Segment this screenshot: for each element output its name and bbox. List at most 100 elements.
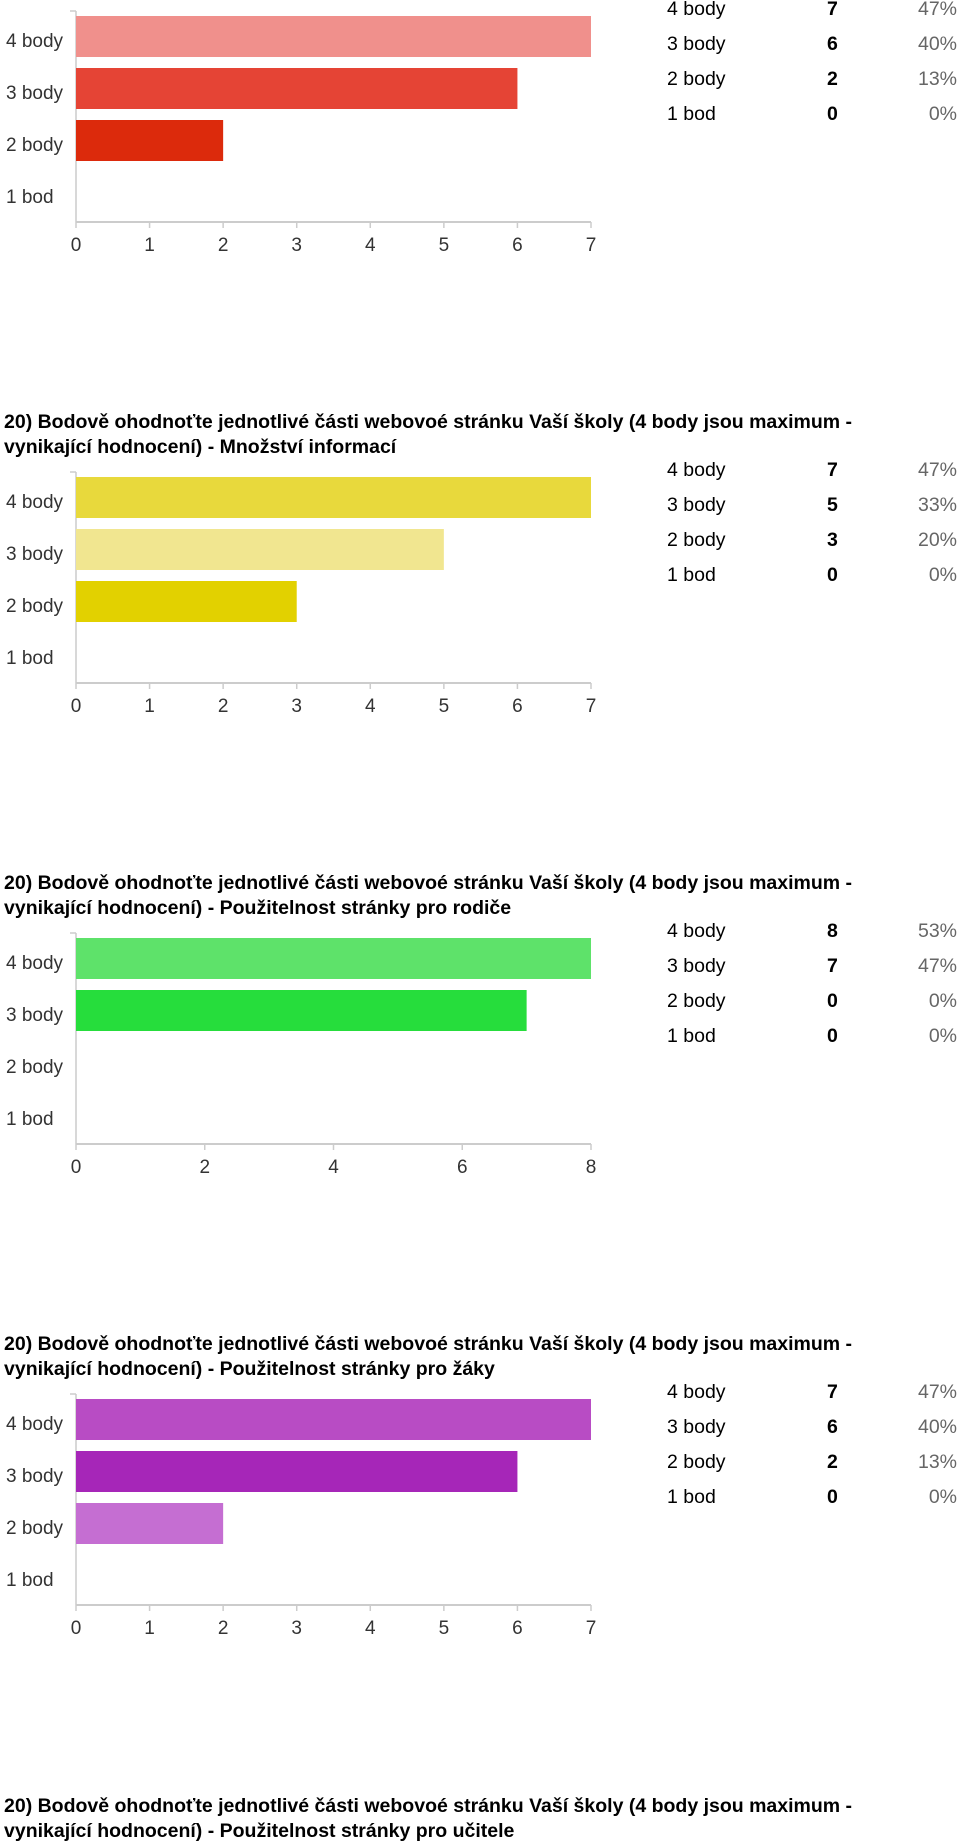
y-tick-label: 3 body xyxy=(6,1005,64,1026)
x-tick-label: 1 xyxy=(144,235,155,256)
stats-percent: 53% xyxy=(917,920,957,942)
stats-count: 7 xyxy=(827,1381,838,1403)
stats-count: 2 xyxy=(827,1451,838,1473)
x-tick-label: 8 xyxy=(586,1157,597,1178)
x-tick-label: 3 xyxy=(291,235,302,256)
stats-count: 0 xyxy=(827,103,838,125)
stats-percent: 47% xyxy=(917,0,957,20)
stats-label: 1 bod xyxy=(667,1025,716,1047)
x-tick-label: 3 xyxy=(291,1618,302,1639)
stats-count: 6 xyxy=(827,1416,838,1438)
x-tick-label: 2 xyxy=(218,696,229,717)
stats-percent: 40% xyxy=(917,1416,957,1438)
x-tick-label: 7 xyxy=(586,235,597,256)
stats-label: 4 body xyxy=(667,459,726,481)
x-tick-label: 6 xyxy=(512,696,523,717)
x-tick-label: 1 xyxy=(144,1618,155,1639)
x-tick-label: 5 xyxy=(439,696,450,717)
bar xyxy=(76,1399,591,1440)
bar xyxy=(76,938,591,979)
stats-row: 4 body 8 53% xyxy=(667,916,960,946)
y-tick-label: 3 body xyxy=(6,1466,64,1487)
stats-count: 8 xyxy=(827,920,838,942)
bar-chart: 4 body 3 body 2 body 1 bod 0 2 4 6 8 xyxy=(6,932,597,1178)
stats-label: 1 bod xyxy=(667,1486,716,1508)
x-tick-label: 0 xyxy=(71,235,82,256)
bar xyxy=(76,477,591,518)
x-tick-label: 6 xyxy=(457,1157,468,1178)
bar xyxy=(76,1451,518,1492)
x-tick-label: 6 xyxy=(512,235,523,256)
stats-count: 5 xyxy=(827,494,838,516)
stats-row: 2 body 3 20% xyxy=(667,525,960,555)
stats-row: 2 body 0 0% xyxy=(667,986,960,1016)
stats-count: 7 xyxy=(827,459,838,481)
stats-label: 3 body xyxy=(667,1416,726,1438)
stats-label: 2 body xyxy=(667,1451,726,1473)
stats-row: 1 bod 0 0% xyxy=(667,99,960,129)
x-tick-label: 3 xyxy=(291,696,302,717)
stats-row: 4 body 7 47% xyxy=(667,1377,960,1407)
x-tick-label: 0 xyxy=(71,696,82,717)
y-tick-label: 4 body xyxy=(6,1414,64,1435)
stats-row: 2 body 2 13% xyxy=(667,64,960,94)
x-tick-label: 2 xyxy=(218,235,229,256)
stats-percent: 0% xyxy=(928,103,957,125)
x-tick-label: 7 xyxy=(586,1618,597,1639)
bar xyxy=(76,1503,224,1544)
question-title-teachers: 20) Bodově ohodnoťte jednotlivé části we… xyxy=(4,1795,853,1842)
x-tick-label: 5 xyxy=(439,1618,450,1639)
stats-count: 0 xyxy=(827,1486,838,1508)
stats-label: 3 body xyxy=(667,33,726,55)
y-tick-label: 2 body xyxy=(6,596,64,617)
stats-percent: 47% xyxy=(917,1381,957,1403)
x-tick-label: 1 xyxy=(144,696,155,717)
stats-count: 0 xyxy=(827,990,838,1012)
stats-label: 3 body xyxy=(667,494,726,516)
stats-row: 1 bod 0 0% xyxy=(667,1482,960,1512)
y-tick-label: 2 body xyxy=(6,1057,64,1078)
stats-label: 2 body xyxy=(667,68,726,90)
stats-percent: 0% xyxy=(928,990,957,1012)
stats-label: 4 body xyxy=(667,0,726,20)
y-tick-label: 1 bod xyxy=(6,1570,54,1591)
stats-percent: 47% xyxy=(917,955,957,977)
stats-percent: 47% xyxy=(917,459,957,481)
bar-chart: 4 body 3 body 2 body 1 bod 0 1 2 3 4 5 6 7 xyxy=(6,1393,597,1639)
x-tick-label: 4 xyxy=(365,1618,376,1639)
stats-label: 4 body xyxy=(667,920,726,942)
stats-percent: 33% xyxy=(917,494,957,516)
x-tick-label: 2 xyxy=(199,1157,210,1178)
question-title: 20) Bodově ohodnoťte jednotlivé části we… xyxy=(4,411,853,458)
y-tick-label: 1 bod xyxy=(6,648,54,669)
bar xyxy=(76,120,224,161)
stats-row: 3 body 6 40% xyxy=(667,29,960,59)
y-tick-label: 1 bod xyxy=(6,1109,54,1130)
question-title: 20) Bodově ohodnoťte jednotlivé části we… xyxy=(4,1333,853,1380)
stats-row: 1 bod 0 0% xyxy=(667,1021,960,1051)
stats-row: 1 bod 0 0% xyxy=(667,560,960,590)
stats-row: 3 body 7 47% xyxy=(667,951,960,981)
question-title: 20) Bodově ohodnoťte jednotlivé části we… xyxy=(4,872,853,919)
stats-count: 7 xyxy=(827,955,838,977)
stats-label: 4 body xyxy=(667,1381,726,1403)
stats-percent: 0% xyxy=(928,1486,957,1508)
x-tick-label: 2 xyxy=(218,1618,229,1639)
y-tick-label: 3 body xyxy=(6,544,64,565)
stats-count: 7 xyxy=(827,0,838,20)
bar xyxy=(76,16,591,57)
y-tick-label: 2 body xyxy=(6,1518,64,1539)
y-tick-label: 4 body xyxy=(6,31,64,52)
y-tick-label: 3 body xyxy=(6,83,64,104)
stats-label: 2 body xyxy=(667,990,726,1012)
stats-percent: 0% xyxy=(928,564,957,586)
bar-chart: 4 body 3 body 2 body 1 bod 0 1 2 3 4 5 6 7 xyxy=(6,10,597,256)
stats-row: 4 body 7 47% xyxy=(667,455,960,485)
bar-chart: 4 body 3 body 2 body 1 bod 0 1 2 3 4 5 6 7 xyxy=(6,471,596,717)
stats-count: 0 xyxy=(827,564,838,586)
stats-label: 3 body xyxy=(667,955,726,977)
x-tick-label: 6 xyxy=(512,1618,523,1639)
stats-percent: 13% xyxy=(917,68,957,90)
stats-row: 4 body 7 47% xyxy=(667,0,960,24)
stats-count: 0 xyxy=(827,1025,838,1047)
